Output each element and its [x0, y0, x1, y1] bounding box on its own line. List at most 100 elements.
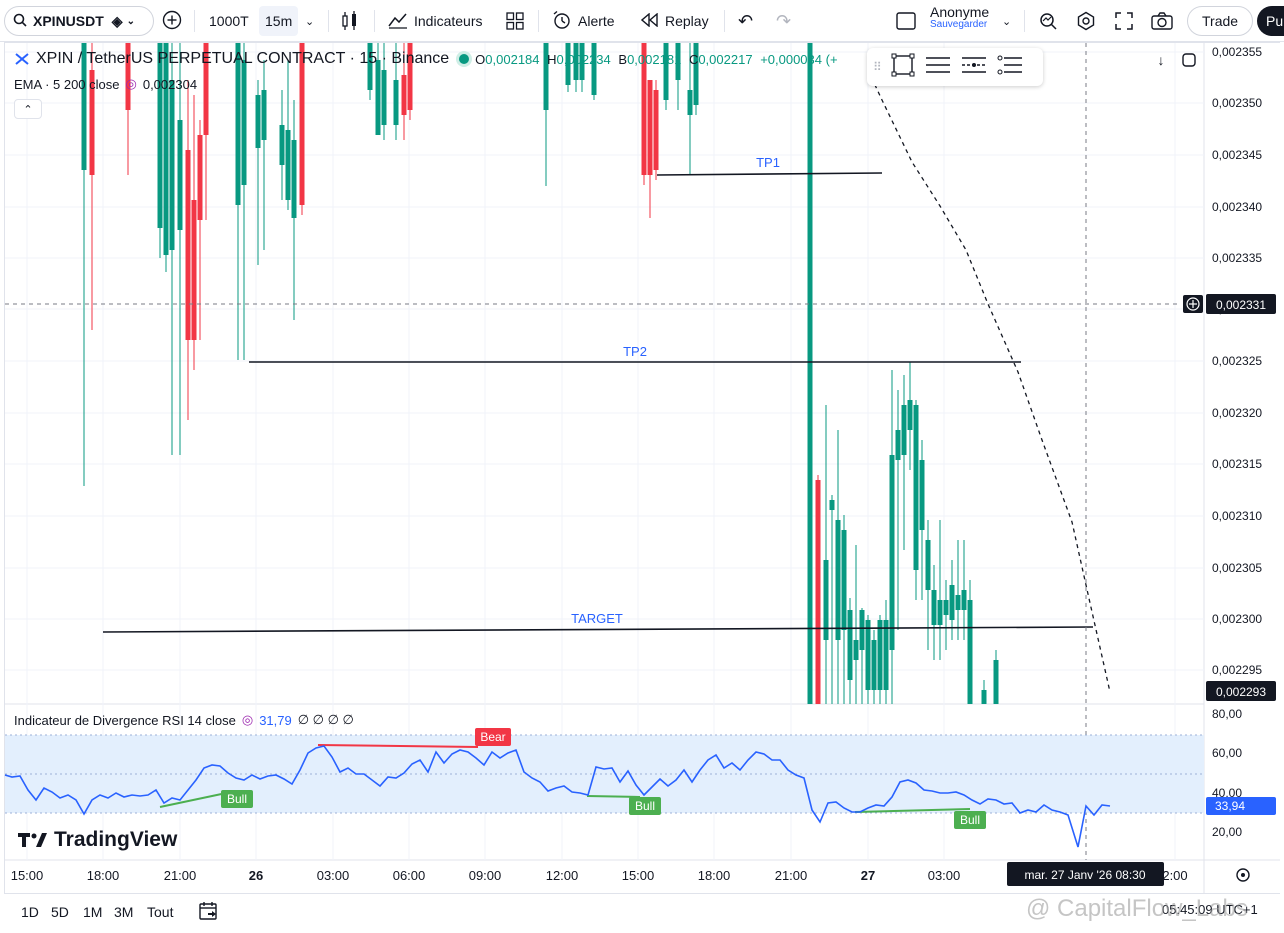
candle-body: [981, 690, 987, 704]
ema-legend[interactable]: EMA · 5 200 close ◎ 0,002304: [14, 76, 197, 92]
candle-body: [169, 80, 175, 250]
price-axis-bg[interactable]: [1204, 43, 1280, 893]
user-menu[interactable]: Anonyme Sauvegarder: [930, 4, 989, 34]
candle-body: [829, 500, 835, 510]
rsi-tick-label: 20,00: [1212, 825, 1242, 839]
tradingview-logo[interactable]: TradingView: [18, 828, 177, 852]
rsi-tick-label: 80,00: [1212, 707, 1242, 721]
rsi-legend-na: ∅ ∅ ∅ ∅: [297, 712, 354, 727]
utc-clock[interactable]: 05:45:09 UTC+1: [1162, 902, 1258, 917]
candle-body: [407, 43, 413, 110]
divider: [724, 10, 725, 32]
save-link[interactable]: Sauvegarder: [930, 19, 988, 30]
collapse-legend-button[interactable]: ⌃: [14, 99, 42, 119]
candle-body: [859, 610, 865, 650]
tp1-line[interactable]: [656, 172, 883, 176]
candle-body: [841, 530, 847, 630]
candle-body: [993, 660, 999, 704]
fib-tool-icon[interactable]: [960, 54, 988, 81]
layout-icon[interactable]: [896, 6, 916, 36]
interval-button[interactable]: 15m: [259, 6, 299, 36]
crosshair-time-text: mar. 27 Janv '26 08:30: [1024, 868, 1145, 882]
candle-body: [871, 640, 877, 690]
candles-icon[interactable]: [341, 6, 359, 36]
diamond-icon: ◈: [111, 12, 123, 29]
drawing-toolbar[interactable]: ⠿: [867, 48, 1043, 86]
range-3m-button[interactable]: 3M: [114, 904, 134, 920]
drag-handle-icon[interactable]: ⠿: [873, 60, 882, 74]
candle-body: [823, 560, 829, 640]
rsi-axis[interactable]: 80,00 60,00 40,00 20,00: [1212, 707, 1242, 839]
add-symbol-button[interactable]: [162, 6, 182, 36]
chevron-up-icon: ⌃: [23, 103, 33, 116]
quick-search-icon[interactable]: [1038, 6, 1058, 36]
publish-button[interactable]: Pu: [1257, 6, 1284, 36]
bull-divergence-line-1: [159, 791, 232, 808]
pane-maximize-button[interactable]: [1178, 50, 1200, 70]
candle-body: [955, 595, 961, 610]
candle-body: [279, 125, 285, 165]
chevron-down-icon: ⌄: [126, 15, 135, 27]
fullscreen-icon[interactable]: [1115, 6, 1133, 36]
settings-icon[interactable]: [1076, 6, 1096, 36]
loading-icon: ◎: [125, 76, 137, 91]
axis-settings-icon[interactable]: [1236, 868, 1250, 882]
top-toolbar: XPINUSDT ◈ ⌄ 1000T 15m ⌄ Indicateurs Ale…: [0, 0, 1284, 42]
bull-divergence-line-2: [586, 795, 641, 798]
lines-tool-icon[interactable]: [924, 54, 952, 81]
indicators-button[interactable]: Indicateurs: [388, 6, 482, 36]
candle-body: [913, 405, 919, 570]
undo-icon[interactable]: ↶: [738, 10, 754, 31]
templates-icon[interactable]: [506, 6, 524, 36]
scroll-down-button[interactable]: ↓: [1150, 50, 1172, 70]
svg-text:Bull: Bull: [635, 799, 655, 813]
target-line[interactable]: [102, 626, 1094, 633]
rsi-legend[interactable]: Indicateur de Divergence RSI 14 close ◎ …: [14, 712, 354, 728]
candle-body: [381, 70, 387, 125]
redo-icon[interactable]: ↷: [776, 10, 792, 31]
replay-button[interactable]: Replay: [640, 6, 709, 36]
alert-button[interactable]: Alerte: [552, 6, 615, 36]
rsi-current-tag: [1206, 797, 1276, 815]
symbol-legend[interactable]: XPIN / TetherUS PERPETUAL CONTRACT · 15 …: [14, 50, 842, 68]
tp1-label: TP1: [756, 155, 780, 170]
time-axis[interactable]: 15:00 18:00 21:00 26 03:00 06:00 09:00 12:00 15:…: [11, 868, 1188, 883]
count-button[interactable]: 1000T: [209, 13, 249, 29]
candle-body: [591, 43, 597, 95]
chart-canvas[interactable]: TP1 TP2 TARGET 0,002355 0,002350 0,002345 0…: [0, 0, 1284, 893]
price-tick-label: 0,002310: [1212, 509, 1262, 523]
plus-circle-icon: [162, 10, 182, 33]
crosshair-add-button[interactable]: [1183, 295, 1203, 313]
interval-chevron-icon[interactable]: ⌄: [305, 15, 315, 28]
range-1d-button[interactable]: 1D: [21, 904, 39, 920]
dashed-projection-line[interactable]: [867, 69, 1111, 693]
divider: [328, 10, 329, 32]
candles: [81, 43, 999, 704]
crosshair-price-tag: [1206, 294, 1276, 314]
range-1m-button[interactable]: 1M: [83, 904, 103, 920]
candle-body: [255, 95, 261, 148]
time-tick-label: 15:00: [11, 868, 44, 883]
rectangle-tool-icon[interactable]: [890, 52, 916, 83]
candle-body: [185, 150, 191, 340]
range-all-button[interactable]: Tout: [147, 904, 174, 920]
candle-body: [177, 120, 183, 230]
camera-icon[interactable]: [1151, 6, 1173, 36]
symbol-search[interactable]: XPINUSDT ◈ ⌄: [4, 6, 154, 36]
divider: [1024, 10, 1025, 32]
time-tick-label: 21:00: [775, 868, 808, 883]
divider: [374, 10, 375, 32]
trade-button[interactable]: Trade: [1187, 6, 1254, 36]
candle-body: [865, 620, 871, 690]
indicators-icon: [388, 11, 408, 32]
user-chevron-icon[interactable]: ⌄: [1002, 15, 1012, 28]
price-tick-label: 0,002320: [1212, 406, 1262, 420]
time-tick-label: 06:00: [393, 868, 426, 883]
price-tick-label: 0,002315: [1212, 457, 1262, 471]
date-range-icon[interactable]: [198, 900, 220, 925]
ohlc-values: O0,002184 H0,002234 B0,002181 C0,002217 …: [475, 51, 838, 67]
range-5d-button[interactable]: 5D: [51, 904, 69, 920]
rsi-tick-label: 40,00: [1212, 786, 1242, 800]
bull-tag-3: Bull: [954, 811, 986, 829]
position-tool-icon[interactable]: [996, 54, 1024, 81]
